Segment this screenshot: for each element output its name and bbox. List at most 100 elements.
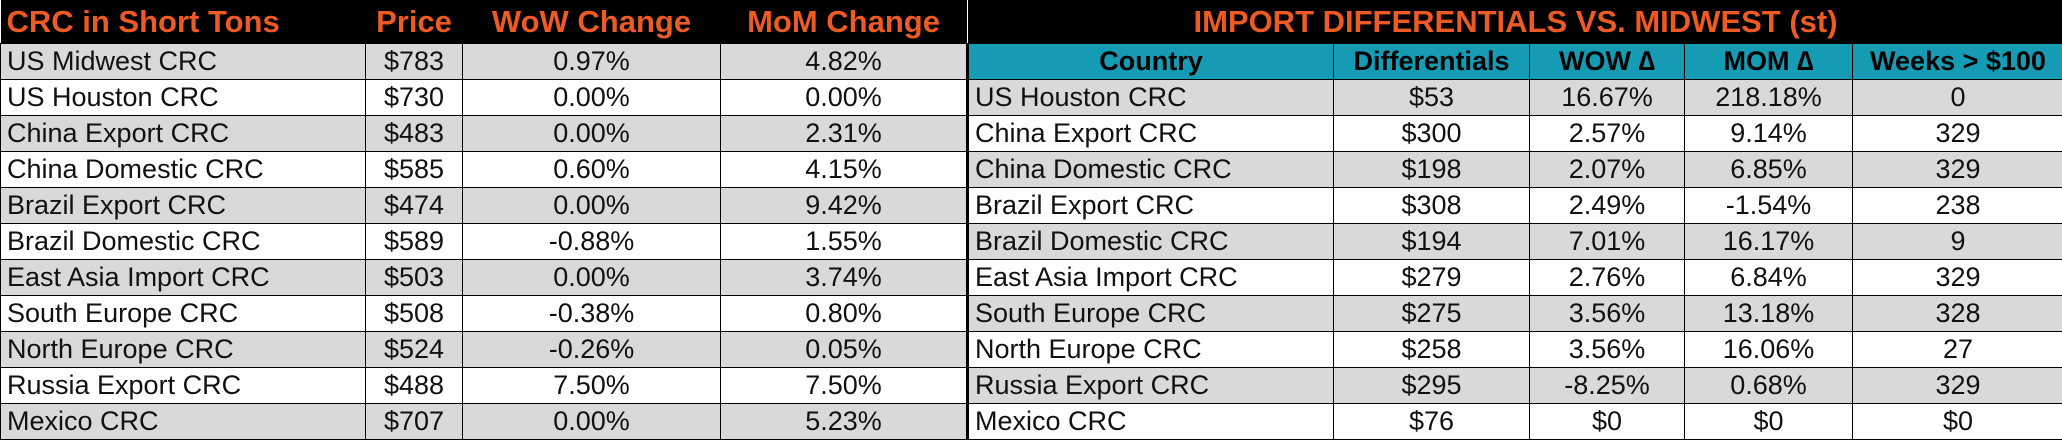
row-value: $275	[1333, 294, 1530, 332]
row-value: 0.00%	[462, 114, 721, 152]
table-row: East Asia Import CRC $503 0.00% 3.74%	[0, 258, 967, 296]
row-label: East Asia Import CRC	[966, 258, 1334, 296]
row-value: -0.38%	[462, 294, 721, 332]
table-row: North Europe CRC $524 -0.26% 0.05%	[0, 330, 967, 368]
row-value: $76	[1333, 402, 1530, 440]
row-value: $508	[365, 294, 463, 332]
row-value: $524	[365, 330, 463, 368]
row-value: 16.17%	[1684, 222, 1853, 260]
row-label: Mexico CRC	[966, 402, 1334, 440]
row-value: 3.56%	[1529, 294, 1685, 332]
row-label: US Houston CRC	[966, 78, 1334, 116]
row-label: East Asia Import CRC	[0, 258, 366, 296]
row-value: 27	[1851, 330, 2062, 368]
row-value: 7.50%	[720, 366, 967, 404]
row-value: 9.14%	[1684, 114, 1853, 152]
table-row: Brazil Domestic CRC $589 -0.88% 1.55%	[0, 222, 967, 260]
row-value: 4.82%	[720, 42, 967, 80]
row-value: $198	[1333, 150, 1530, 188]
row-value: $194	[1333, 222, 1530, 260]
row-value: $295	[1333, 366, 1530, 404]
row-label: Brazil Domestic CRC	[0, 222, 366, 260]
row-value: 328	[1851, 294, 2062, 332]
row-value: 9	[1851, 222, 2062, 260]
row-value: $488	[365, 366, 463, 404]
row-value: 238	[1851, 186, 2062, 224]
row-value: 329	[1851, 258, 2062, 296]
row-value: 1.55%	[720, 222, 967, 260]
row-value: 6.84%	[1684, 258, 1853, 296]
row-value: $707	[365, 402, 463, 440]
wow-change-header: WoW Change	[462, 0, 721, 43]
table-row: Mexico CRC $76 $0 $0 $0	[966, 402, 2062, 440]
table-row: China Domestic CRC $198 2.07% 6.85% 329	[966, 150, 2062, 188]
table-row: US Midwest CRC $783 0.97% 4.82%	[0, 42, 967, 80]
row-value: 0.00%	[462, 258, 721, 296]
row-label: North Europe CRC	[966, 330, 1334, 368]
row-value: $0	[1684, 402, 1853, 440]
row-label: Russia Export CRC	[966, 366, 1334, 404]
price-header: Price	[365, 0, 463, 43]
row-value: $585	[365, 150, 463, 188]
row-value: 0.60%	[462, 150, 721, 188]
row-label: Brazil Domestic CRC	[966, 222, 1334, 260]
row-value: 0.80%	[720, 294, 967, 332]
row-value: 3.56%	[1529, 330, 1685, 368]
table-row: Brazil Export CRC $474 0.00% 9.42%	[0, 186, 967, 224]
table-row: US Houston CRC $53 16.67% 218.18% 0	[966, 78, 2062, 116]
row-value: 0.05%	[720, 330, 967, 368]
table-row: Brazil Domestic CRC $194 7.01% 16.17% 9	[966, 222, 2062, 260]
row-value: 7.50%	[462, 366, 721, 404]
row-value: 2.07%	[1529, 150, 1685, 188]
row-label: Brazil Export CRC	[0, 186, 366, 224]
row-value: $503	[365, 258, 463, 296]
row-value: 329	[1851, 114, 2062, 152]
table-row: China Export CRC $483 0.00% 2.31%	[0, 114, 967, 152]
mom-change-header: MoM Change	[720, 0, 967, 43]
row-value: 0.97%	[462, 42, 721, 80]
table-row: South Europe CRC $275 3.56% 13.18% 328	[966, 294, 2062, 332]
row-value: 0.68%	[1684, 366, 1853, 404]
table-row: Russia Export CRC $295 -8.25% 0.68% 329	[966, 366, 2062, 404]
row-value: $0	[1851, 402, 2062, 440]
row-value: $483	[365, 114, 463, 152]
wow-delta-header: WOW ∆	[1529, 42, 1685, 80]
row-value: 13.18%	[1684, 294, 1853, 332]
row-label: China Domestic CRC	[0, 150, 366, 188]
row-value: 5.23%	[720, 402, 967, 440]
row-value: 329	[1851, 150, 2062, 188]
row-value: 16.67%	[1529, 78, 1685, 116]
row-value: -1.54%	[1684, 186, 1853, 224]
row-label: Brazil Export CRC	[966, 186, 1334, 224]
row-value: 7.01%	[1529, 222, 1685, 260]
country-header: Country	[966, 42, 1334, 80]
row-value: 9.42%	[720, 186, 967, 224]
row-value: 6.85%	[1684, 150, 1853, 188]
row-value: 4.15%	[720, 150, 967, 188]
row-value: 0.00%	[462, 78, 721, 116]
row-value: $53	[1333, 78, 1530, 116]
table-row: China Domestic CRC $585 0.60% 4.15%	[0, 150, 967, 188]
row-label: US Midwest CRC	[0, 42, 366, 80]
table-row: South Europe CRC $508 -0.38% 0.80%	[0, 294, 967, 332]
row-value: 329	[1851, 366, 2062, 404]
import-differentials-title: IMPORT DIFFERENTIALS VS. MIDWEST (st)	[967, 0, 2062, 43]
row-label: North Europe CRC	[0, 330, 366, 368]
weeks-over-100-header: Weeks > $100	[1851, 42, 2062, 80]
table-row: China Export CRC $300 2.57% 9.14% 329	[966, 114, 2062, 152]
table-row: Russia Export CRC $488 7.50% 7.50%	[0, 366, 967, 404]
row-value: $0	[1529, 402, 1685, 440]
table-row: Mexico CRC $707 0.00% 5.23%	[0, 402, 967, 440]
row-value: $279	[1333, 258, 1530, 296]
row-value: $308	[1333, 186, 1530, 224]
table-row: US Houston CRC $730 0.00% 0.00%	[0, 78, 967, 116]
row-value: 0.00%	[462, 402, 721, 440]
row-label: US Houston CRC	[0, 78, 366, 116]
row-value: 0.00%	[462, 186, 721, 224]
row-value: 16.06%	[1684, 330, 1853, 368]
row-value: -0.26%	[462, 330, 721, 368]
row-label: China Export CRC	[0, 114, 366, 152]
row-value: $730	[365, 78, 463, 116]
row-value: 2.57%	[1529, 114, 1685, 152]
